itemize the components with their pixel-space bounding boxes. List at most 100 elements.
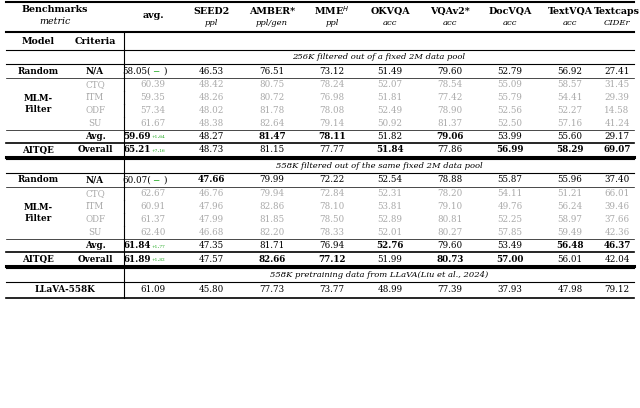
Text: 79.10: 79.10 — [437, 202, 463, 211]
Text: 558K filtered out of the same fixed 2M data pool: 558K filtered out of the same fixed 2M d… — [276, 162, 483, 170]
Text: 56.92: 56.92 — [557, 67, 582, 75]
Text: Criteria: Criteria — [74, 38, 116, 47]
Text: ITM: ITM — [86, 93, 104, 102]
Text: LLaVA-558K: LLaVA-558K — [35, 286, 95, 295]
Text: 58.05(: 58.05( — [122, 67, 151, 75]
Text: 60.39: 60.39 — [141, 80, 166, 89]
Text: VQAv2*: VQAv2* — [430, 7, 470, 16]
Text: CTQ: CTQ — [85, 80, 105, 89]
Text: 78.24: 78.24 — [319, 80, 345, 89]
Text: 48.02: 48.02 — [198, 106, 224, 115]
Text: 29.39: 29.39 — [605, 93, 629, 102]
Text: 58.97: 58.97 — [557, 215, 582, 224]
Text: 48.38: 48.38 — [198, 119, 223, 128]
Text: 79.94: 79.94 — [259, 189, 285, 198]
Text: 80.75: 80.75 — [259, 80, 285, 89]
Text: ₊₁.₆₄: ₊₁.₆₄ — [152, 133, 166, 140]
Text: MME$^H$: MME$^H$ — [314, 5, 349, 17]
Text: 52.25: 52.25 — [497, 215, 522, 224]
Text: CIDEr: CIDEr — [604, 19, 630, 27]
Text: 77.73: 77.73 — [259, 286, 285, 295]
Text: Model: Model — [21, 38, 54, 47]
Text: 73.77: 73.77 — [319, 286, 344, 295]
Text: 54.11: 54.11 — [497, 189, 523, 198]
Text: 61.67: 61.67 — [140, 119, 166, 128]
Text: 78.54: 78.54 — [437, 80, 463, 89]
Text: 14.58: 14.58 — [604, 106, 630, 115]
Text: 41.24: 41.24 — [604, 119, 630, 128]
Text: 58.29: 58.29 — [556, 146, 584, 155]
Text: 27.41: 27.41 — [604, 67, 630, 75]
Text: AITQE: AITQE — [22, 146, 54, 155]
Text: avg.: avg. — [142, 11, 164, 20]
Text: 37.66: 37.66 — [604, 215, 630, 224]
Text: 52.56: 52.56 — [497, 106, 522, 115]
Text: 81.37: 81.37 — [437, 119, 463, 128]
Text: 79.14: 79.14 — [319, 119, 344, 128]
Text: acc: acc — [383, 19, 397, 27]
Text: 52.54: 52.54 — [378, 175, 403, 184]
Text: 51.82: 51.82 — [378, 132, 403, 141]
Text: 53.81: 53.81 — [378, 202, 403, 211]
Text: 54.41: 54.41 — [557, 93, 582, 102]
Text: 49.76: 49.76 — [497, 202, 523, 211]
Text: 61.84: 61.84 — [124, 241, 151, 250]
Text: 47.66: 47.66 — [197, 175, 225, 184]
Text: ₊₇.₁₆: ₊₇.₁₆ — [152, 146, 166, 154]
Text: acc: acc — [503, 19, 517, 27]
Text: −: − — [152, 175, 159, 184]
Text: 46.68: 46.68 — [198, 228, 224, 237]
Text: 78.90: 78.90 — [437, 106, 463, 115]
Text: 51.84: 51.84 — [376, 146, 404, 155]
Text: 56.24: 56.24 — [557, 202, 582, 211]
Text: 42.36: 42.36 — [604, 228, 630, 237]
Text: 47.96: 47.96 — [198, 202, 223, 211]
Text: 48.99: 48.99 — [378, 286, 403, 295]
Text: 82.64: 82.64 — [259, 119, 285, 128]
Text: 80.81: 80.81 — [437, 215, 463, 224]
Text: Textcaps: Textcaps — [594, 7, 640, 16]
Text: 47.57: 47.57 — [198, 255, 223, 264]
Text: 37.40: 37.40 — [604, 175, 630, 184]
Text: 82.86: 82.86 — [259, 202, 285, 211]
Text: 78.08: 78.08 — [319, 106, 344, 115]
Text: 79.12: 79.12 — [604, 286, 630, 295]
Text: 80.72: 80.72 — [259, 93, 285, 102]
Text: 55.09: 55.09 — [497, 80, 522, 89]
Text: 51.81: 51.81 — [378, 93, 403, 102]
Text: 61.09: 61.09 — [140, 286, 166, 295]
Text: ₊₁.₇₇: ₊₁.₇₇ — [152, 242, 166, 250]
Text: 56.99: 56.99 — [496, 146, 524, 155]
Text: 79.99: 79.99 — [260, 175, 284, 184]
Text: 48.73: 48.73 — [198, 146, 223, 155]
Text: 62.40: 62.40 — [140, 228, 166, 237]
Text: 76.51: 76.51 — [259, 67, 285, 75]
Text: 57.00: 57.00 — [496, 255, 524, 264]
Text: ODF: ODF — [85, 106, 105, 115]
Text: 59.49: 59.49 — [557, 228, 582, 237]
Text: MLM-
Filter: MLM- Filter — [24, 203, 52, 223]
Text: 48.27: 48.27 — [198, 132, 224, 141]
Text: 77.77: 77.77 — [319, 146, 344, 155]
Text: 52.27: 52.27 — [557, 106, 582, 115]
Text: 78.10: 78.10 — [319, 202, 344, 211]
Text: Avg.: Avg. — [84, 241, 106, 250]
Text: 60.07(: 60.07( — [122, 175, 151, 184]
Text: Overall: Overall — [77, 146, 113, 155]
Text: 81.78: 81.78 — [259, 106, 285, 115]
Text: 46.76: 46.76 — [198, 189, 224, 198]
Text: 55.79: 55.79 — [497, 93, 522, 102]
Text: 80.73: 80.73 — [436, 255, 464, 264]
Text: 81.71: 81.71 — [259, 241, 285, 250]
Text: 77.39: 77.39 — [438, 286, 463, 295]
Text: 62.67: 62.67 — [140, 189, 166, 198]
Text: 52.31: 52.31 — [378, 189, 403, 198]
Text: 46.37: 46.37 — [604, 241, 630, 250]
Text: 51.21: 51.21 — [557, 189, 582, 198]
Text: 55.60: 55.60 — [557, 132, 582, 141]
Text: 72.84: 72.84 — [319, 189, 345, 198]
Text: ppl: ppl — [325, 19, 339, 27]
Text: 57.34: 57.34 — [140, 106, 166, 115]
Text: 59.69: 59.69 — [124, 132, 151, 141]
Text: 78.33: 78.33 — [319, 228, 344, 237]
